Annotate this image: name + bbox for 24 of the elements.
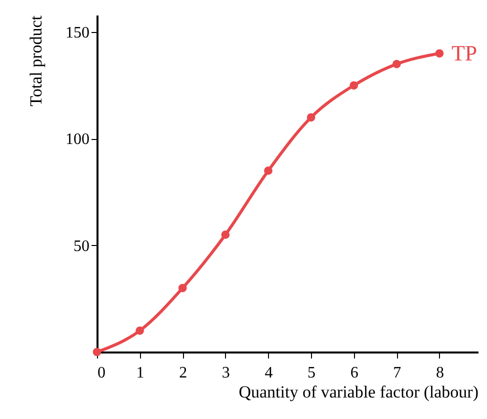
- x-tick-label: 0: [98, 364, 106, 382]
- y-tick-label: 50: [74, 238, 90, 255]
- x-tick-label: 8: [436, 364, 444, 382]
- point: [435, 49, 444, 58]
- series-label: TP: [451, 40, 478, 66]
- x-tick-label: 3: [222, 364, 230, 382]
- x-tick-label: 1: [136, 364, 144, 382]
- point: [221, 230, 230, 239]
- x-tick-label: 5: [308, 364, 316, 382]
- x-tick-label: 7: [393, 364, 402, 382]
- y-tick-label: 150: [66, 24, 90, 42]
- x-tick-label: 6: [350, 364, 358, 382]
- point: [136, 326, 144, 335]
- x-tick-label: 2: [179, 364, 188, 382]
- x-tick-label: 4: [264, 364, 273, 382]
- point: [178, 284, 187, 292]
- point: [264, 166, 272, 175]
- point: [392, 60, 401, 68]
- point: [306, 113, 316, 122]
- y-axis-title: Total product: [26, 15, 46, 106]
- x-axis-title: Quantity of variable factor (labour): [238, 382, 478, 402]
- y-tick-label: 100: [66, 131, 90, 148]
- point: [92, 348, 102, 356]
- point: [350, 81, 358, 90]
